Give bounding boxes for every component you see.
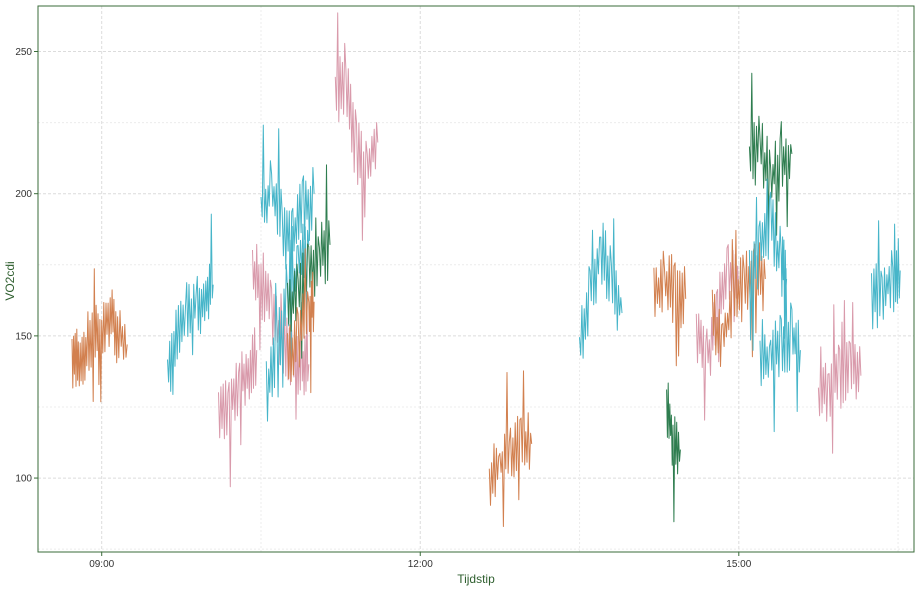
series-line-green-13: [666, 382, 681, 523]
series-line-pink-19: [817, 300, 862, 454]
y-tick-label: 150: [15, 331, 32, 342]
series-line-orange-15: [711, 229, 766, 367]
series-line-green-7: [287, 164, 331, 359]
series-line-orange-12: [653, 250, 687, 367]
x-axis: 09:00 12:00 15:00: [89, 552, 752, 570]
y-axis-title: VO2cdi: [3, 261, 17, 300]
y-tick-label: 100: [15, 474, 32, 485]
series-line-pink-9: [334, 12, 379, 241]
series-line-pink-3: [218, 327, 258, 488]
x-axis-title: Tijdstip: [457, 572, 495, 586]
series-line-orange-8: [287, 248, 315, 394]
x-tick-label: 09:00: [89, 559, 114, 570]
series-line-cyan-17: [748, 178, 788, 351]
plot-frame: [37, 5, 915, 553]
y-axis: 100 150 200 250: [15, 47, 38, 485]
series-line-cyan-11: [579, 218, 623, 359]
series-line-orange-10: [488, 370, 533, 527]
series-line-cyan-2: [167, 213, 214, 395]
x-tick-label: 15:00: [726, 559, 751, 570]
y-tick-label: 200: [15, 189, 32, 200]
series-line-orange-1: [71, 268, 128, 403]
series-line-cyan-20: [871, 220, 901, 330]
series-line-cyan-18: [759, 268, 801, 433]
series-layer: [71, 12, 901, 527]
y-tick-label: 250: [15, 47, 32, 58]
series-line-green-16: [748, 72, 793, 236]
x-tick-label: 12:00: [408, 559, 433, 570]
series-line-cyan-5: [260, 124, 315, 292]
